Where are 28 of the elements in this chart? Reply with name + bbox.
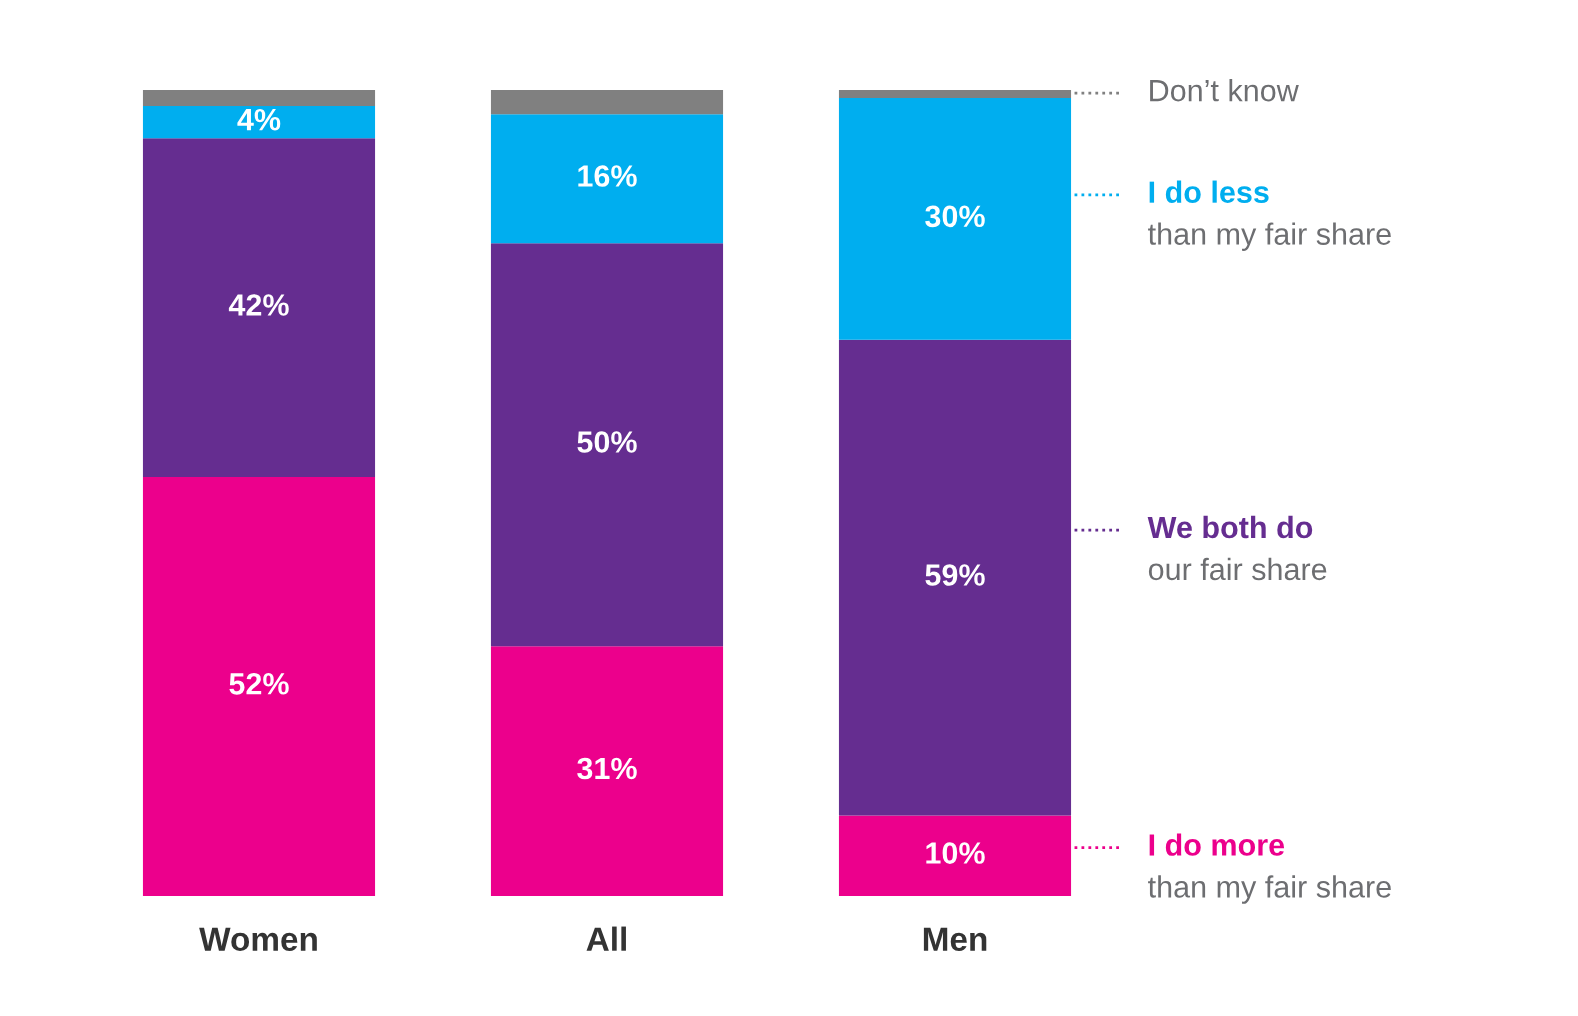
x-tick-label: Men	[923, 927, 987, 952]
bar	[142, 476, 376, 896]
data-label: 42%	[228, 294, 289, 316]
data-label: 10%	[926, 842, 985, 864]
bar	[490, 646, 724, 896]
data-label: 4%	[237, 108, 281, 131]
data-label: 50%	[577, 431, 637, 453]
data-label: 52%	[229, 673, 289, 695]
bar	[490, 243, 724, 647]
data-label: 16%	[578, 165, 637, 187]
legend-label: I do less than my fair share	[1148, 180, 1391, 251]
bar	[142, 90, 376, 107]
bar	[142, 138, 376, 477]
bar	[838, 90, 1072, 99]
data-label: 31%	[577, 757, 637, 780]
x-tick-label: Women	[199, 927, 317, 952]
bar	[490, 90, 724, 115]
bar	[838, 98, 1072, 340]
legend-label: I do more than my fair share	[1148, 833, 1391, 904]
bar	[490, 114, 724, 244]
bar	[142, 106, 376, 139]
data-label: 30%	[925, 205, 985, 228]
bar	[838, 815, 1072, 896]
data-label: 59%	[925, 564, 985, 586]
bar	[838, 339, 1072, 816]
legend-label: We both do our fair share	[1147, 515, 1327, 581]
legend-label: Don’t know	[1150, 78, 1299, 102]
x-tick-label: All	[586, 926, 626, 951]
